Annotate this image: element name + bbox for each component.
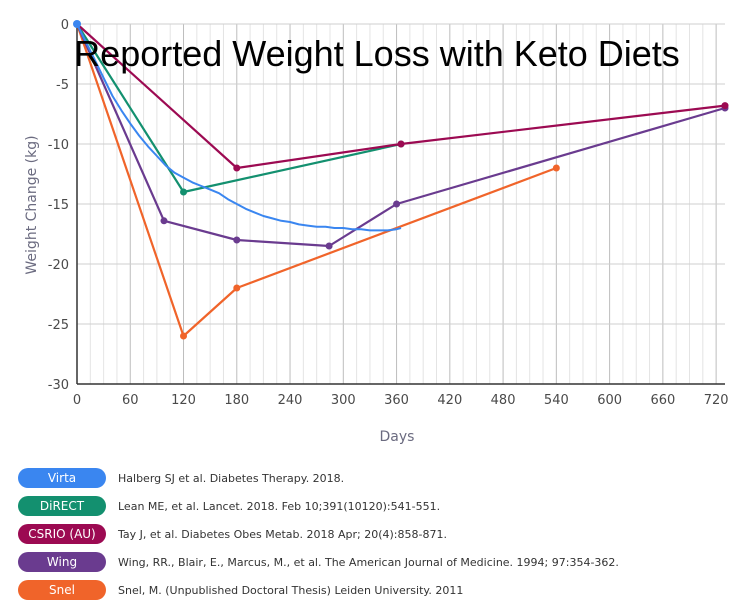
y-tick-label: -10 <box>48 138 69 153</box>
data-point-csrio-au <box>233 164 241 172</box>
y-tick-label: -15 <box>48 198 69 213</box>
legend-badge: DiRECT <box>18 496 106 516</box>
y-tick-label: -30 <box>48 378 69 393</box>
legend-citation: Tay J, et al. Diabetes Obes Metab. 2018 … <box>118 527 447 541</box>
data-point-snel <box>233 284 241 292</box>
legend-badge: Wing <box>18 552 106 572</box>
series-lines <box>73 20 729 340</box>
x-tick-label: 60 <box>122 393 139 408</box>
x-tick-label: 720 <box>704 393 729 408</box>
data-point-wing <box>393 200 401 208</box>
chart: 0 60 120 180 240 300 360 420 480 540 600 660 720 0 -5 -… <box>24 18 729 445</box>
x-tick-label: 540 <box>544 393 569 408</box>
data-point-csrio-au <box>397 140 405 148</box>
legend-item-snel: Snel Snel, M. (Unpublished Doctoral Thesi… <box>18 576 738 604</box>
x-tick-label: 180 <box>224 393 249 408</box>
x-tick-label: 240 <box>278 393 303 408</box>
tick-labels: 0 60 120 180 240 300 360 420 480 540 600 660 720 0 -5 -… <box>48 18 729 408</box>
series-line-snel <box>75 23 557 338</box>
data-point-wing <box>233 236 241 244</box>
legend-citation: Halberg SJ et al. Diabetes Therapy. 2018… <box>118 471 345 485</box>
legend-citation: Wing, RR., Blair, E., Marcus, M., et al.… <box>118 555 619 569</box>
data-point-snel <box>180 332 188 340</box>
legend-badge: CSRIO (AU) <box>18 524 106 544</box>
y-tick-label: -25 <box>48 318 69 333</box>
series-line-wing <box>75 23 726 248</box>
legend-item-csrio-au: CSRIO (AU) Tay J, et al. Diabetes Obes Me… <box>18 520 738 548</box>
y-axis-label: Weight Change (kg) <box>24 135 40 274</box>
legend-badge: Snel <box>18 580 106 600</box>
x-tick-label: 300 <box>331 393 356 408</box>
x-tick-label: 660 <box>650 393 675 408</box>
legend: Virta Halberg SJ et al. Diabetes Therapy.… <box>18 464 738 604</box>
data-point-wing <box>160 217 168 225</box>
chart-title: Reported Weight Loss with Keto Diets <box>74 33 680 74</box>
data-point-wing <box>325 242 333 250</box>
legend-item-virta: Virta Halberg SJ et al. Diabetes Therapy.… <box>18 464 738 492</box>
x-tick-label: 360 <box>384 393 409 408</box>
grid <box>76 23 725 385</box>
legend-item-wing: Wing Wing, RR., Blair, E., Marcus, M., et… <box>18 548 738 576</box>
legend-citation: Snel, M. (Unpublished Doctoral Thesis) L… <box>118 583 464 597</box>
x-tick-label: 0 <box>73 393 81 408</box>
series-line-virta <box>76 23 402 232</box>
y-tick-label: 0 <box>61 18 69 33</box>
data-point-direct <box>180 188 188 196</box>
legend-badge: Virta <box>18 468 106 488</box>
x-axis-label: Days <box>380 429 415 445</box>
x-tick-label: 120 <box>171 393 196 408</box>
x-tick-label: 600 <box>597 393 622 408</box>
y-tick-label: -20 <box>48 258 69 273</box>
data-point-snel <box>552 164 560 172</box>
y-tick-label: -5 <box>56 78 69 93</box>
origin-point <box>73 20 81 28</box>
legend-item-direct: DiRECT Lean ME, et al. Lancet. 2018. Feb … <box>18 492 738 520</box>
data-point-csrio-au <box>721 102 729 110</box>
x-tick-label: 480 <box>491 393 516 408</box>
series-line-csrio-au <box>76 23 726 170</box>
legend-citation: Lean ME, et al. Lancet. 2018. Feb 10;391… <box>118 499 441 513</box>
x-tick-label: 420 <box>437 393 462 408</box>
